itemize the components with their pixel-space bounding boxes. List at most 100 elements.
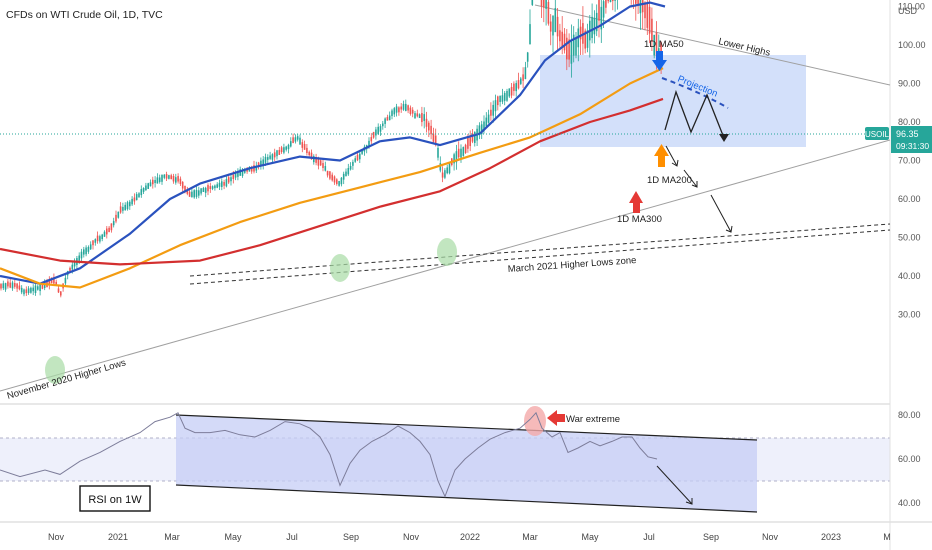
candle-body (211, 186, 214, 189)
candle-body (7, 281, 9, 287)
time-tick-label: Nov (403, 532, 420, 542)
currency-label: USD (898, 6, 918, 16)
candle-body (202, 187, 205, 192)
candle-body (177, 176, 179, 182)
candle-body (142, 188, 145, 192)
time-tick-label: Mar (522, 532, 538, 542)
candle-body (457, 148, 460, 158)
candle-body (352, 161, 354, 166)
candle-body (73, 262, 76, 267)
candle-body (409, 107, 412, 114)
candle-body (354, 158, 356, 162)
candle-body (255, 165, 258, 171)
candle-body (448, 162, 451, 174)
price-tick-label: 90.00 (898, 79, 921, 89)
candle-body (241, 170, 244, 176)
candle-body (356, 154, 359, 161)
candle-body (92, 240, 94, 246)
candle-body (572, 34, 575, 56)
candle-body (434, 135, 437, 145)
price-tick-label: 50.00 (898, 233, 921, 243)
candle-body (96, 235, 99, 242)
projection-dashed (661, 77, 729, 109)
candle-body (428, 122, 430, 131)
candle-body (375, 129, 377, 136)
candle-body (250, 167, 253, 172)
price-axis: 120.00110.00100.0090.0080.0070.0060.0050… (898, 2, 926, 320)
candle-body (545, 0, 547, 9)
candle-body (602, 1, 605, 18)
candle-body (586, 30, 589, 48)
candle-body (18, 285, 21, 290)
candle-body (27, 288, 30, 293)
candle-body (122, 206, 124, 211)
candle-body (471, 133, 474, 142)
candle-body (552, 15, 554, 36)
candle-body (349, 166, 352, 170)
candle-body (83, 249, 85, 255)
candle-body (149, 182, 152, 187)
war-extreme-circle (524, 406, 546, 436)
candle-body (480, 124, 483, 135)
candle-body (506, 90, 508, 101)
candle-body (48, 279, 51, 286)
price-tick-label: 70.00 (898, 156, 921, 166)
candle-body (216, 184, 218, 188)
ma50-arrow (652, 51, 667, 71)
ma300-arrow (629, 191, 643, 213)
candle-body (37, 286, 39, 290)
time-tick-label: Sep (703, 532, 719, 542)
candle-body (60, 291, 62, 296)
candle-body (398, 107, 400, 113)
ma300-line (0, 97, 664, 266)
candle-body (515, 83, 517, 92)
candle-body (152, 179, 154, 185)
candle-body (646, 2, 649, 28)
candle-body (200, 188, 202, 194)
candle-body (338, 181, 340, 186)
candle-body (101, 234, 103, 240)
candle-body (53, 277, 55, 284)
price-tick-label: 80.00 (898, 117, 921, 127)
candle-body (393, 108, 396, 115)
candle-body (85, 247, 87, 255)
candle-body (388, 115, 391, 121)
candle-body (570, 41, 573, 64)
war-extreme-arrow (547, 410, 565, 426)
candle-body (278, 149, 281, 155)
candle-body (382, 123, 384, 127)
candle-body (510, 86, 513, 96)
candle-body (11, 282, 14, 289)
candle-body (131, 198, 133, 205)
candle-body (326, 170, 329, 176)
symbol-badge[interactable]: USOIL (865, 127, 890, 140)
price-tick-label: 40.00 (898, 271, 921, 281)
time-axis: Nov 2021 Mar May Jul Sep Nov 2022 Mar May Jul Sep No… (48, 532, 891, 542)
candle-body (227, 177, 230, 183)
candle-body (432, 133, 435, 142)
candle-body (262, 159, 264, 166)
candle-body (257, 162, 260, 167)
candle-body (547, 1, 550, 24)
candle-body (69, 267, 71, 272)
candle-body (260, 160, 262, 166)
candle-body (460, 148, 462, 158)
candle-body (140, 189, 143, 196)
candle-body (469, 137, 471, 147)
candle-body (405, 103, 407, 111)
candle-body (464, 144, 467, 154)
candle-body (303, 143, 306, 150)
candle-body (232, 174, 235, 179)
candle-body (598, 0, 600, 21)
candle-body (290, 141, 292, 147)
price-tick-label: 100.00 (898, 40, 926, 50)
candle-body (637, 0, 639, 6)
ma200-label: 1D MA200 (647, 175, 692, 186)
candle-body (485, 117, 488, 127)
candle-body (377, 126, 379, 135)
candle-body (584, 30, 586, 49)
time-tick-label: Sep (343, 532, 359, 542)
candle-body (264, 156, 267, 163)
candle-body (324, 166, 327, 171)
candle-body (32, 287, 34, 292)
